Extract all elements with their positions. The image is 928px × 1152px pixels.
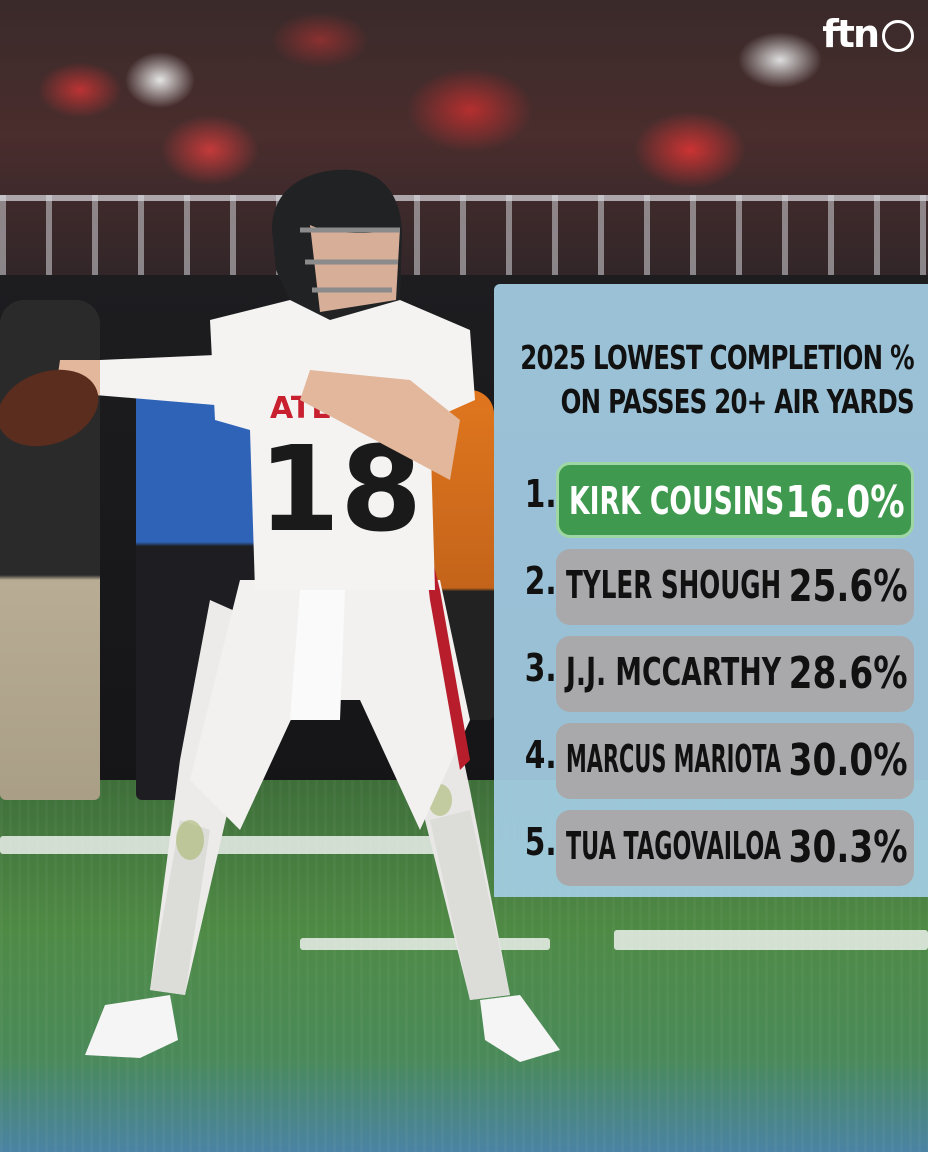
player-name: TYLER SHOUGH [566, 563, 782, 607]
logo-text: ftn [822, 12, 880, 56]
completion-percentage: 30.3% [788, 822, 908, 873]
sideline-person [0, 300, 100, 800]
title-line-2: ON PASSES 20+ AIR YARDS [560, 382, 915, 421]
completion-percentage: 30.0% [788, 735, 908, 786]
player-name: MARCUS MARIOTA [566, 737, 782, 781]
ranking-row: 4. MARCUS MARIOTA 30.0% [494, 723, 928, 799]
yard-line [300, 938, 550, 950]
player-name: TUA TAGOVAILOA [566, 824, 781, 868]
ranking-row: 1. KIRK COUSINS 16.0% [494, 462, 928, 538]
stats-panel: 2025 LOWEST COMPLETION % ON PASSES 20+ A… [494, 284, 928, 897]
rank-number: 4. [524, 733, 557, 777]
player-name: KIRK COUSINS [569, 479, 785, 523]
yard-line [0, 836, 470, 854]
player-bar: J.J. MCCARTHY 28.6% [556, 636, 914, 712]
player-bar: TUA TAGOVAILOA 30.3% [556, 810, 914, 886]
completion-percentage: 16.0% [785, 477, 905, 528]
player-bar: MARCUS MARIOTA 30.0% [556, 723, 914, 799]
rank-number: 5. [524, 820, 557, 864]
sideline-official [136, 370, 256, 800]
rank-number: 1. [524, 472, 557, 516]
ranking-row: 2. TYLER SHOUGH 25.6% [494, 549, 928, 625]
ranking-row: 5. TUA TAGOVAILOA 30.3% [494, 810, 928, 886]
completion-percentage: 28.6% [788, 648, 908, 699]
yard-line [614, 930, 928, 950]
stadium-railing [0, 195, 928, 281]
ranking-row: 3. J.J. MCCARTHY 28.6% [494, 636, 928, 712]
highlighted-player-bar: KIRK COUSINS 16.0% [556, 462, 914, 538]
rank-number: 3. [524, 646, 557, 690]
sideline-person [430, 390, 494, 720]
title-line-1: 2025 LOWEST COMPLETION % [520, 338, 914, 377]
completion-percentage: 25.6% [788, 561, 908, 612]
player-bar: TYLER SHOUGH 25.6% [556, 549, 914, 625]
ftn-logo: ftn [822, 12, 914, 56]
player-name: J.J. MCCARTHY [566, 650, 782, 694]
panel-title: 2025 LOWEST COMPLETION % ON PASSES 20+ A… [520, 336, 914, 424]
rank-number: 2. [524, 559, 557, 603]
logo-circle-icon [882, 20, 914, 52]
